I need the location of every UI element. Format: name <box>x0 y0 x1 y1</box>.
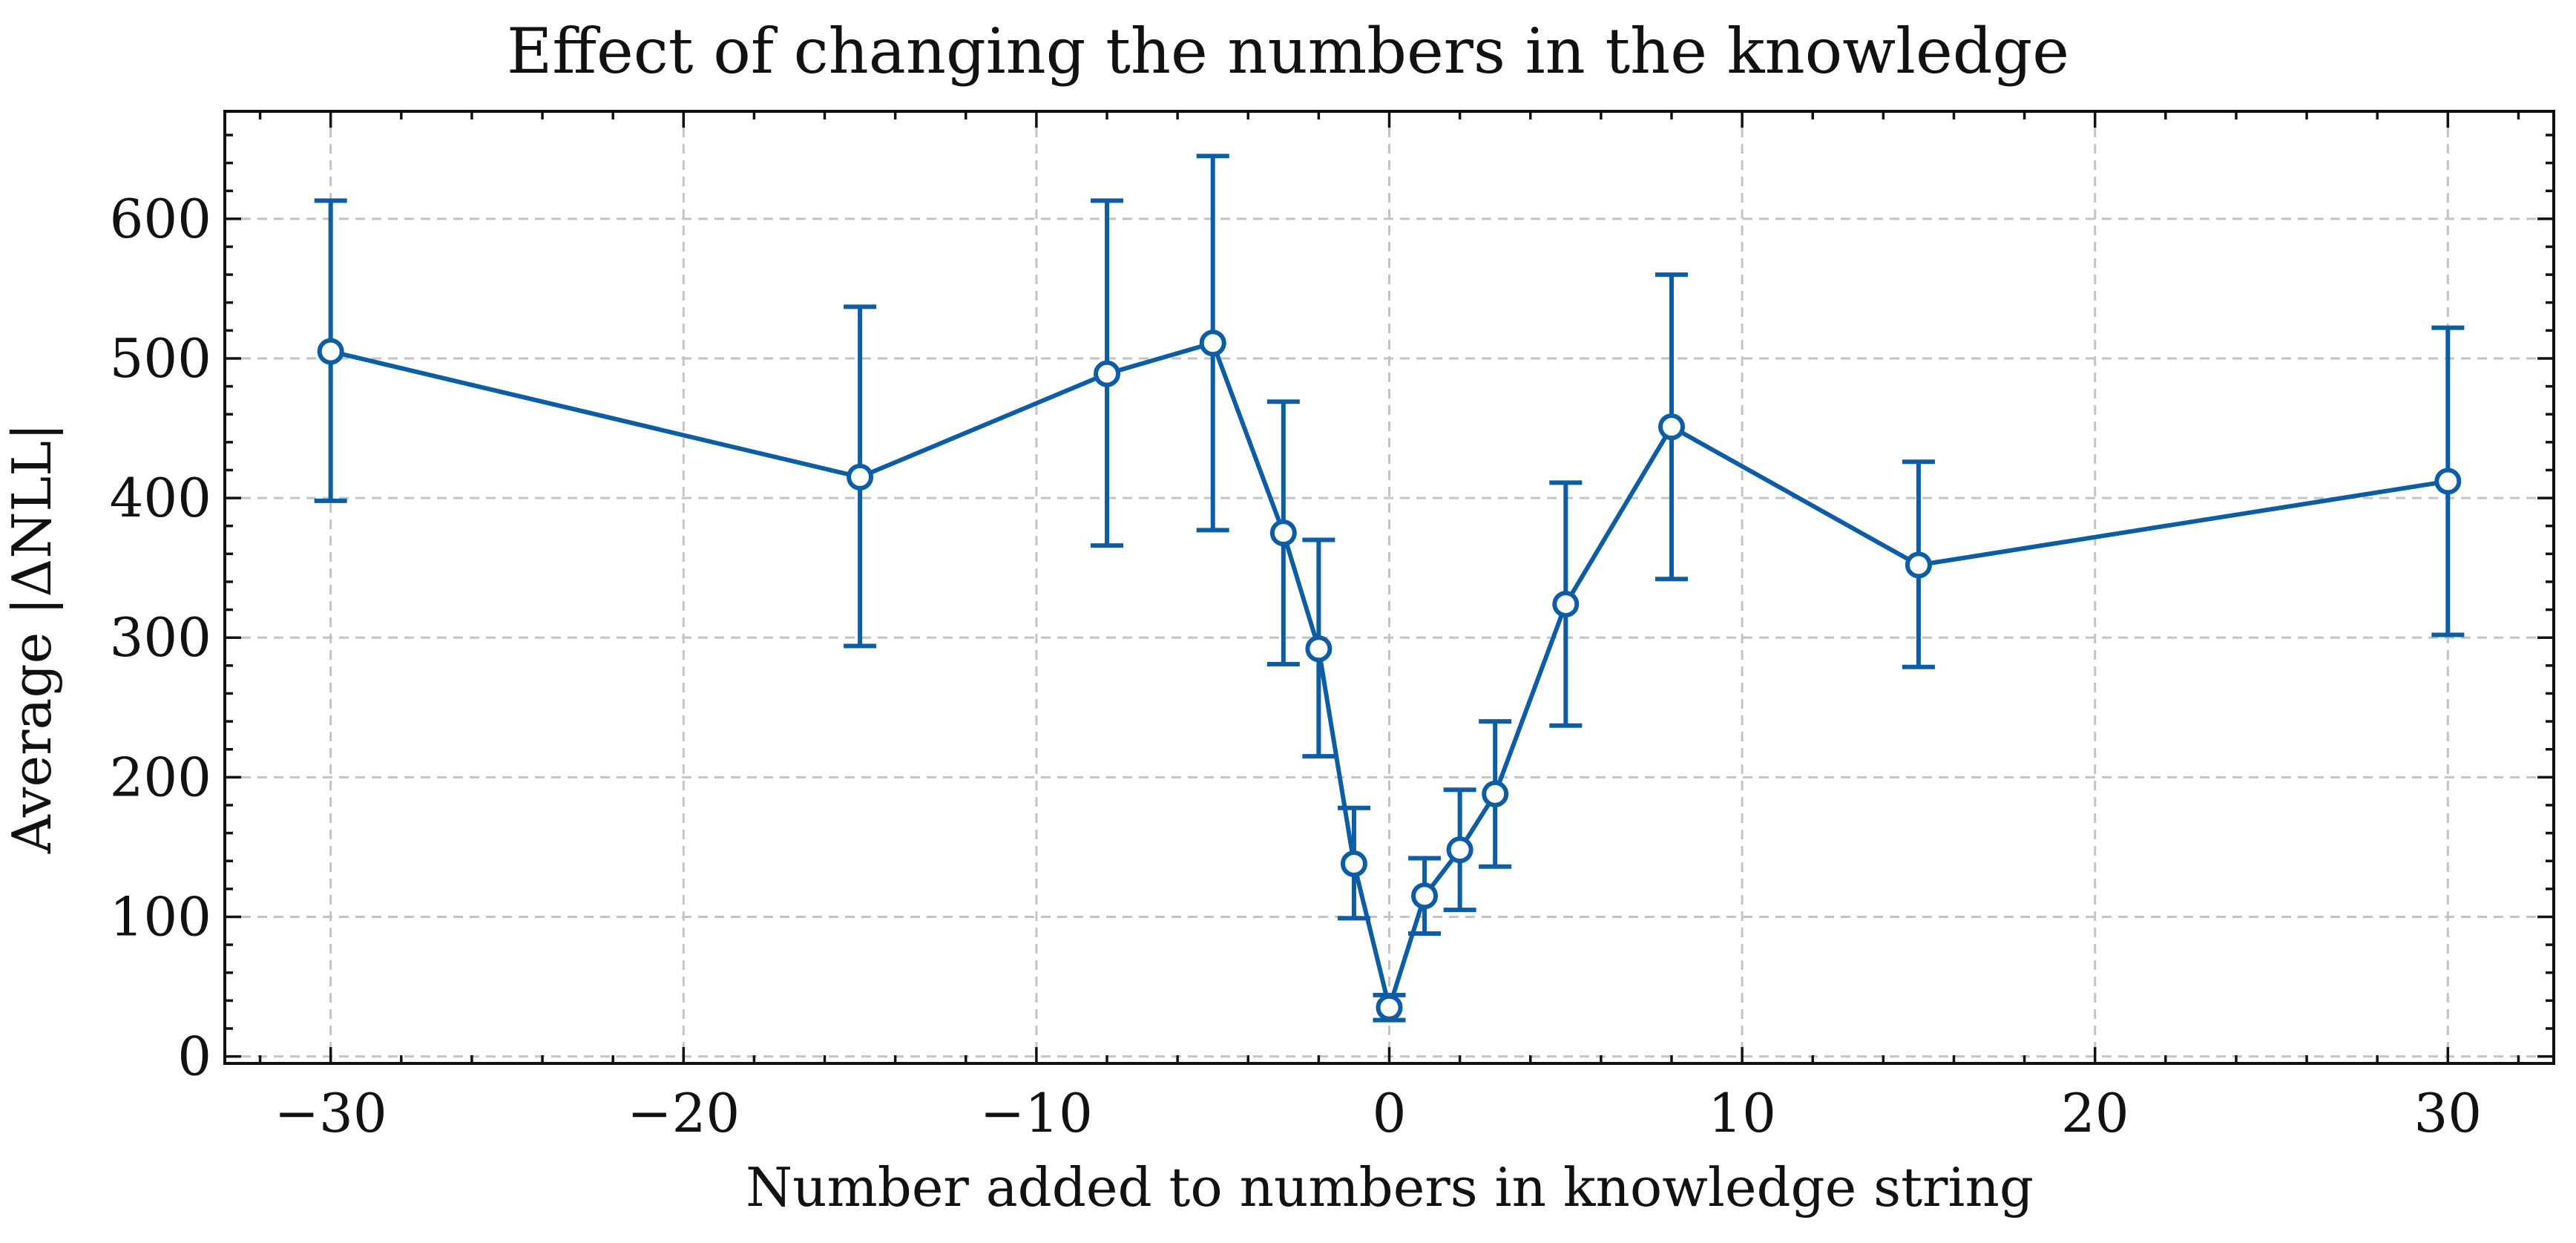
x-tick-label: 0 <box>1373 1082 1407 1144</box>
data-point <box>1340 850 1367 877</box>
data-point <box>1199 329 1226 357</box>
data-point <box>1905 551 1932 579</box>
y-tick-label: 400 <box>110 467 211 529</box>
x-tick-label: −10 <box>980 1082 1093 1144</box>
data-point <box>317 338 344 365</box>
y-tick-label: 500 <box>110 327 211 390</box>
data-point <box>847 463 874 491</box>
data-point <box>1657 413 1685 441</box>
y-axis-label: Average |ΔNLL| <box>1 423 63 854</box>
series-layer <box>314 154 2465 1023</box>
x-axis-label: Number added to numbers in knowledge str… <box>746 1156 2034 1219</box>
y-tick-label: 200 <box>110 746 211 808</box>
data-point <box>1552 591 1580 618</box>
y-tick-label: 300 <box>110 606 211 669</box>
data-point <box>1305 635 1333 663</box>
y-tick-label: 600 <box>110 188 211 250</box>
data-point <box>2434 468 2462 495</box>
x-tick-label: 10 <box>1708 1082 1776 1144</box>
data-point <box>1269 519 1297 547</box>
data-point <box>1446 836 1473 864</box>
x-tick-label: −30 <box>275 1082 387 1144</box>
data-point <box>1482 780 1509 807</box>
data-point <box>1094 360 1121 387</box>
chart-title: Effect of changing the numbers in the kn… <box>507 15 2069 88</box>
data-point <box>1376 994 1403 1021</box>
y-tick-label: 0 <box>177 1026 211 1088</box>
x-tick-label: 20 <box>2061 1082 2129 1144</box>
data-point <box>1411 882 1439 910</box>
grid-layer <box>225 111 2554 1063</box>
x-tick-label: 30 <box>2414 1082 2483 1144</box>
x-tick-label: −20 <box>627 1082 740 1144</box>
y-tick-label: 100 <box>110 885 211 948</box>
